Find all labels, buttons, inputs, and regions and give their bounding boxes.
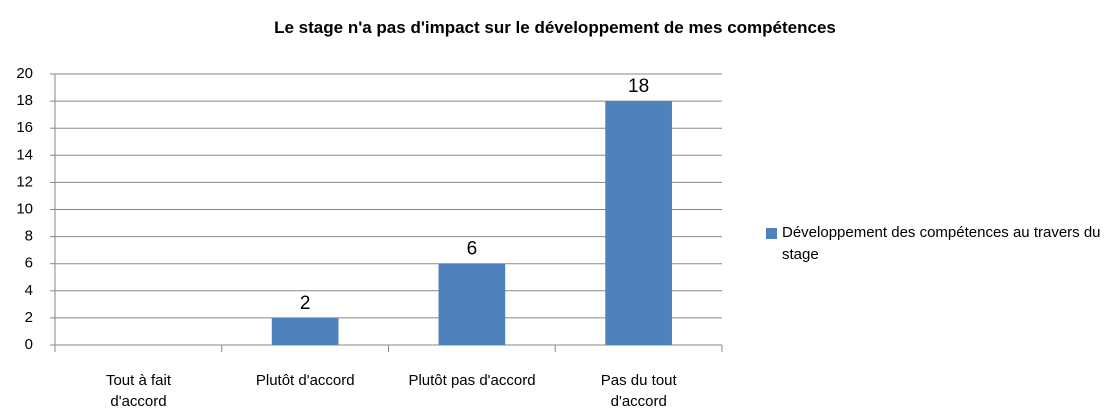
x-tick-label: Pas du tout d'accord (600, 372, 677, 410)
x-tick-label: Plutôt pas d'accord (408, 372, 536, 389)
bar (271, 317, 339, 345)
chart-title: Le stage n'a pas d'impact sur le dévelop… (274, 18, 836, 37)
y-tick-label: 4 (25, 282, 33, 299)
data-label: 2 (300, 293, 311, 314)
x-tick-label: Tout à fait d'accord (105, 372, 172, 410)
data-label: 18 (628, 76, 649, 97)
legend-swatch (766, 228, 777, 239)
y-tick-label: 0 (25, 336, 33, 353)
bar (438, 263, 506, 345)
bar (605, 101, 672, 345)
y-tick-label: 10 (16, 200, 33, 217)
y-tick-label: 2 (25, 309, 33, 326)
y-tick-label: 12 (16, 173, 33, 190)
y-tick-label: 20 (16, 65, 33, 82)
y-tick-label: 14 (16, 146, 33, 163)
data-label: 6 (467, 239, 478, 260)
y-tick-label: 8 (25, 228, 33, 245)
y-tick-label: 16 (16, 119, 33, 136)
legend-label: Développement des compétences au travers… (782, 224, 1101, 263)
x-tick-label: Plutôt d'accord (255, 372, 355, 389)
legend: Développement des compétences au travers… (766, 222, 1102, 266)
y-tick-label: 18 (16, 92, 33, 109)
y-tick-label: 6 (25, 255, 33, 272)
